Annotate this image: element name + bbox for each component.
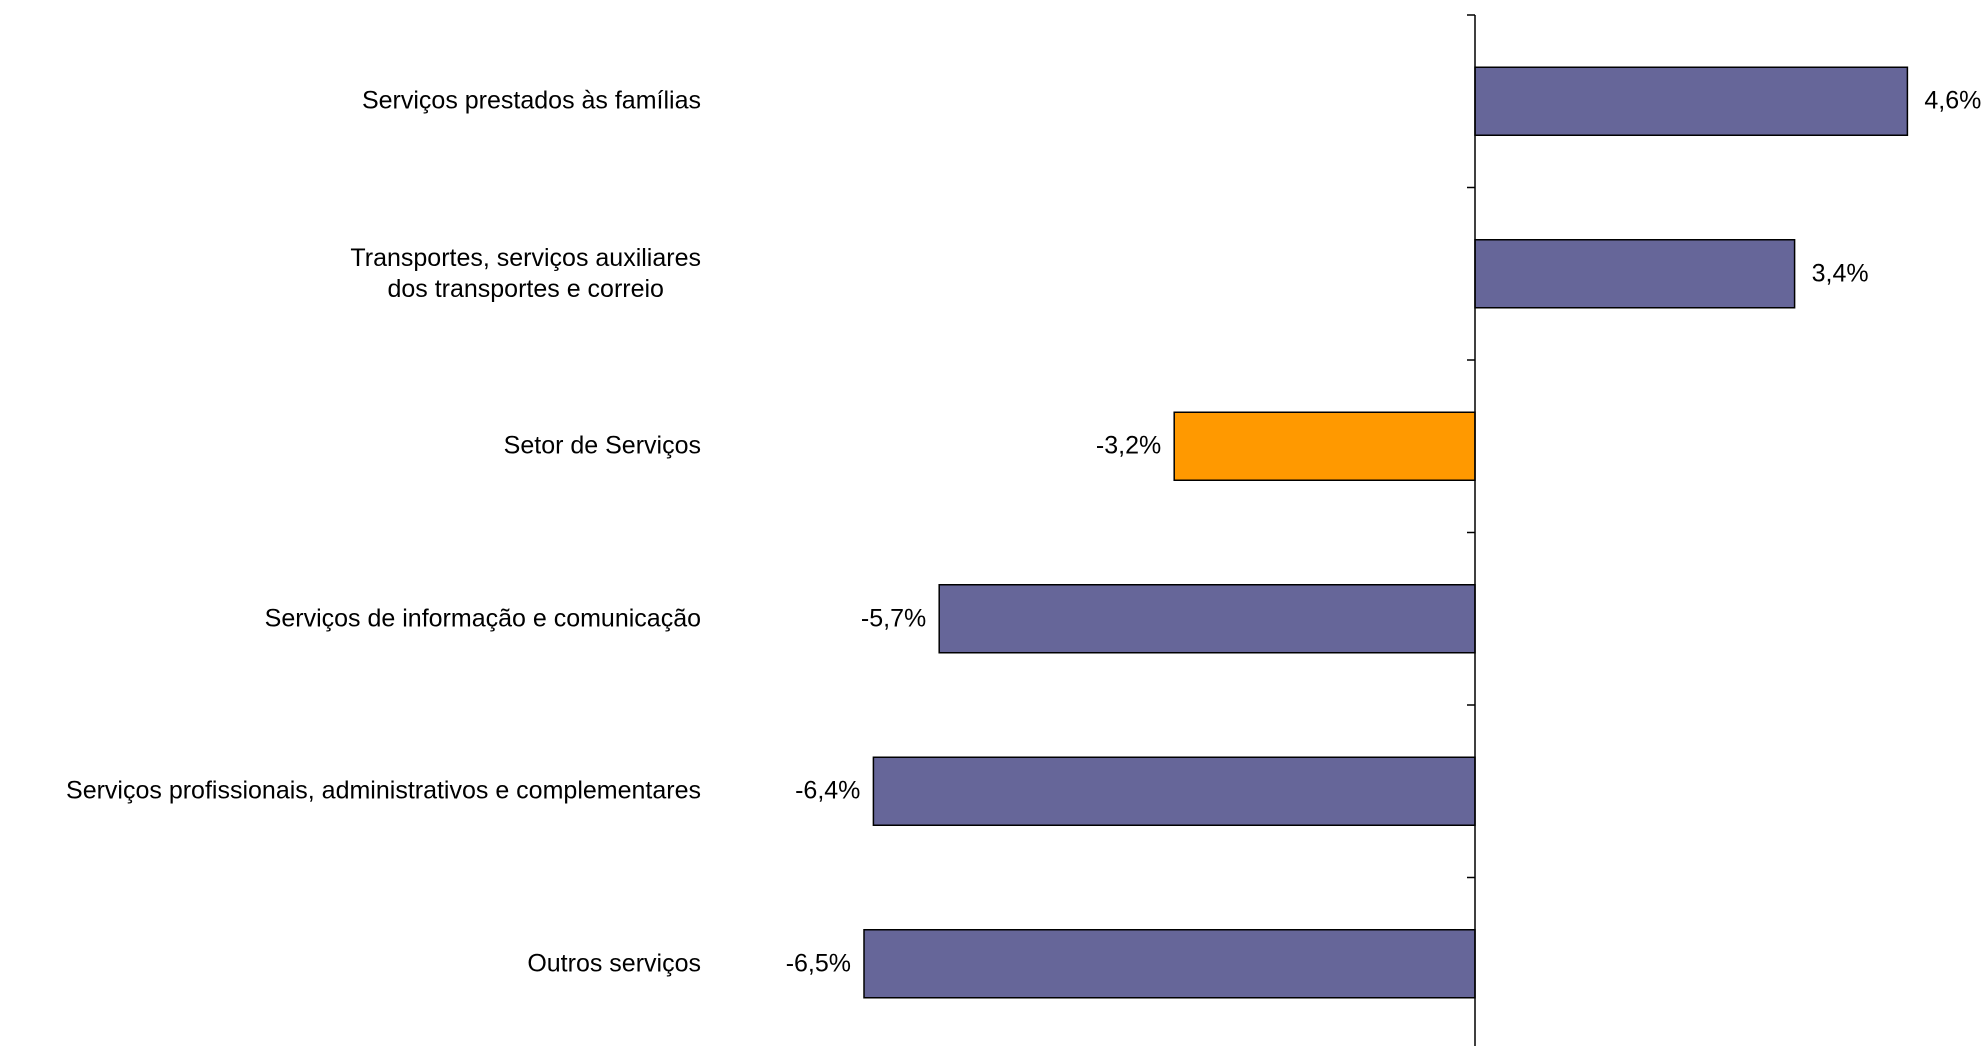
value-label: 3,4% xyxy=(1811,259,1869,288)
bar xyxy=(1474,66,1909,136)
bar xyxy=(872,756,1476,826)
category-label: Outros serviços xyxy=(527,949,701,978)
value-label: -6,5% xyxy=(785,949,851,978)
category-label: Transportes, serviços auxiliares dos tra… xyxy=(350,243,701,303)
value-label: -5,7% xyxy=(860,604,927,633)
bar xyxy=(863,929,1476,999)
bar xyxy=(1474,239,1796,309)
value-label: 4,6% xyxy=(1924,86,1982,115)
category-label: Setor de Serviços xyxy=(503,431,701,460)
value-label: -6,4% xyxy=(795,776,861,805)
category-label: Serviços prestados às famílias xyxy=(361,86,701,115)
bar xyxy=(938,584,1476,654)
category-label: Serviços de informação e comunicação xyxy=(264,604,701,633)
category-label: Serviços profissionais, administrativos … xyxy=(66,776,701,805)
value-label: -3,2% xyxy=(1095,431,1162,460)
bar xyxy=(1173,411,1476,481)
